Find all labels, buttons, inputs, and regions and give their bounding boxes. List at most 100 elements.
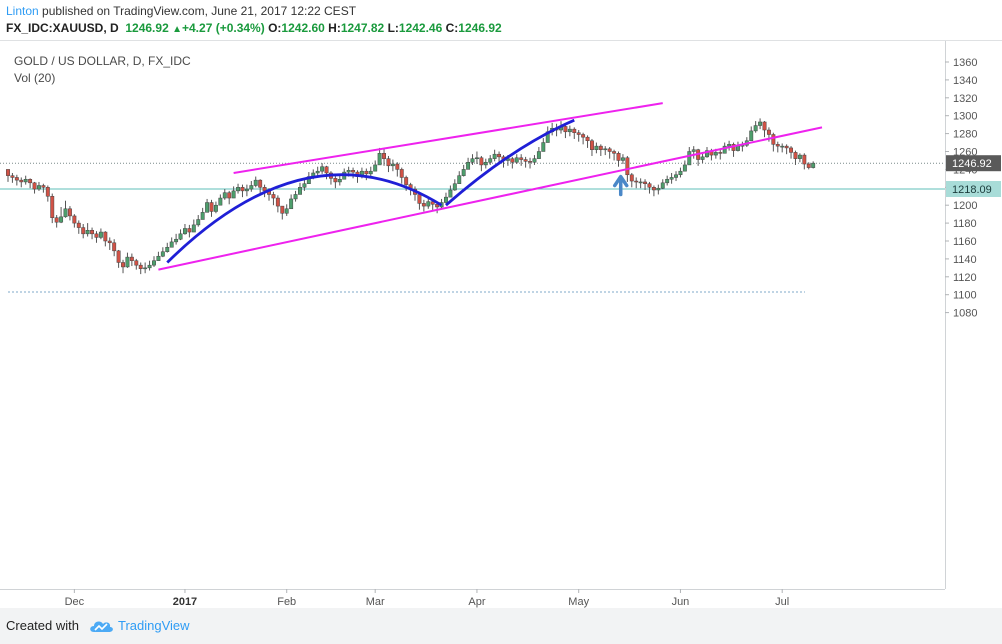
candle-body	[802, 154, 807, 165]
tradingview-brand[interactable]: TradingView	[118, 618, 190, 633]
candle-body	[634, 180, 639, 183]
candle-body	[753, 125, 758, 132]
candle-down	[50, 193, 55, 224]
candle-up	[749, 126, 754, 142]
candle-body	[395, 163, 400, 170]
candle-up	[700, 153, 705, 164]
candle-up	[457, 171, 462, 184]
candle-body	[789, 147, 793, 153]
candle-body	[718, 152, 723, 154]
candle-body	[196, 219, 201, 226]
candle-body	[218, 197, 223, 206]
candle-body	[563, 126, 568, 133]
candle-down	[275, 195, 280, 213]
up-arrow-annotation-icon	[612, 174, 629, 197]
candle-up	[244, 184, 249, 197]
candle-body	[598, 145, 603, 150]
last-price-tag-bg	[946, 155, 1001, 172]
candle-body	[103, 231, 108, 242]
legend-indicator[interactable]: Vol (20)	[14, 71, 56, 85]
candle-body	[333, 178, 338, 183]
candle-body	[607, 148, 612, 152]
candle-body	[227, 192, 232, 199]
candle-body	[700, 156, 705, 160]
candle-down	[6, 169, 10, 182]
candle-down	[121, 259, 125, 274]
candle-body	[523, 159, 528, 162]
candle-body	[514, 157, 519, 163]
author-link[interactable]: Linton	[6, 4, 39, 18]
candle-down	[616, 151, 621, 167]
candle-body	[160, 251, 165, 257]
candle-down	[399, 167, 404, 184]
candle-down	[10, 172, 15, 183]
candle-body	[452, 183, 457, 191]
candle-up	[37, 181, 41, 191]
price-chart[interactable]: 1080110011201140116011801200122012401260…	[0, 41, 1002, 608]
candle-body	[572, 128, 577, 133]
candle-body	[461, 169, 466, 176]
close-value: 1246.92	[458, 21, 502, 35]
candle-body	[510, 158, 515, 163]
candle-up	[174, 233, 179, 245]
candle-up	[191, 219, 196, 233]
candle-up	[620, 154, 625, 165]
candle-up	[253, 176, 258, 188]
candle-body	[532, 158, 537, 163]
candle-up	[674, 171, 678, 182]
candle-down	[523, 156, 528, 168]
candle-down	[19, 177, 24, 188]
candle-down	[497, 151, 502, 164]
candle-up	[740, 141, 745, 152]
candle-down	[32, 181, 37, 194]
candle-body	[797, 154, 802, 159]
candle-down	[784, 144, 789, 155]
candle-up	[373, 160, 378, 172]
candle-body	[625, 157, 630, 176]
candle-body	[435, 204, 440, 208]
candle-body	[152, 260, 156, 266]
price-tick-label: 1320	[953, 93, 977, 105]
candle-body	[488, 158, 493, 163]
candle-up	[492, 149, 497, 162]
candle-body	[448, 189, 453, 198]
candle-up	[377, 147, 382, 166]
price-tick-label: 1340	[953, 75, 977, 87]
price-tick-label: 1140	[953, 254, 977, 266]
upper-channel-line	[233, 102, 663, 174]
candle-body	[32, 182, 37, 190]
price-tick-label: 1080	[953, 308, 977, 320]
candle-down	[386, 155, 391, 173]
candle-body	[85, 230, 90, 235]
candle-down	[76, 220, 81, 234]
candle-up	[156, 251, 161, 261]
candle-body	[466, 161, 471, 170]
candle-down	[364, 168, 369, 181]
chart-area[interactable]: 1080110011201140116011801200122012401260…	[0, 41, 1002, 608]
candle-up	[753, 121, 758, 133]
candle-up	[678, 167, 683, 178]
candle-up	[466, 157, 471, 170]
candle-up	[461, 164, 466, 177]
time-tick-label: Mar	[366, 596, 385, 608]
candle-body	[576, 132, 581, 135]
candle-up	[289, 194, 294, 210]
candle-down	[240, 184, 245, 198]
candle-body	[382, 153, 386, 159]
candle-body	[612, 151, 617, 154]
candle-down	[643, 179, 648, 190]
created-with-label: Created with	[6, 618, 79, 633]
low-value: 1242.46	[398, 21, 443, 35]
candle-down	[14, 174, 19, 186]
candle-down	[731, 142, 736, 157]
candle-body	[293, 194, 298, 200]
candle-body	[638, 181, 643, 184]
candle-down	[227, 190, 232, 205]
price-tick-label: 1360	[953, 57, 977, 69]
candle-body	[240, 187, 245, 192]
candle-body	[567, 128, 572, 133]
candle-body	[67, 208, 72, 217]
candle-body	[470, 158, 475, 163]
candle-body	[351, 170, 356, 173]
candle-body	[147, 264, 152, 269]
